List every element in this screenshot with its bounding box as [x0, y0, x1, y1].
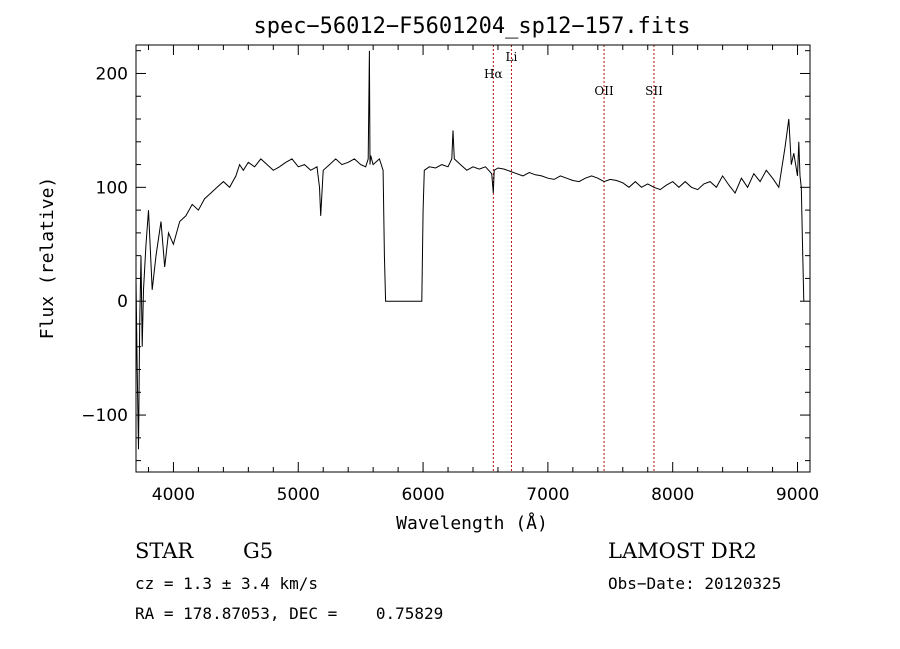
x-tick-label: 8000 [651, 485, 694, 505]
coordinates-text: RA = 178.87053, DEC = 0.75829 [135, 604, 444, 623]
obs-date-text: Obs−Date: 20120325 [608, 574, 782, 593]
marker-label: Li [506, 50, 518, 64]
x-tick-label: 6000 [401, 485, 444, 505]
y-tick-label: 100 [96, 178, 128, 198]
object-subclass: G5 [243, 539, 274, 563]
y-axis-label: Flux (relative) [37, 177, 58, 340]
chart-title: spec−56012−F5601204_sp12−157.fits [253, 14, 690, 39]
redshift-text: cz = 1.3 ± 3.4 km/s [135, 574, 319, 593]
x-tick-label: 5000 [277, 485, 320, 505]
spectrum-line [135, 50, 805, 450]
y-tick-label: −100 [81, 406, 128, 426]
x-tick-label: 7000 [526, 485, 569, 505]
x-tick-label: 4000 [152, 485, 195, 505]
y-tick-label: 0 [117, 292, 128, 312]
marker-label: OII [594, 84, 614, 98]
plot-frame [135, 44, 811, 473]
marker-label: Hα [484, 67, 503, 81]
object-class: STAR [135, 539, 194, 563]
x-tick-label: 9000 [776, 485, 819, 505]
survey-label: LAMOST DR2 [608, 539, 757, 563]
x-axis-label: Wavelength (Å) [396, 512, 548, 534]
y-tick-label: 200 [96, 64, 128, 84]
marker-label: SII [645, 84, 663, 98]
